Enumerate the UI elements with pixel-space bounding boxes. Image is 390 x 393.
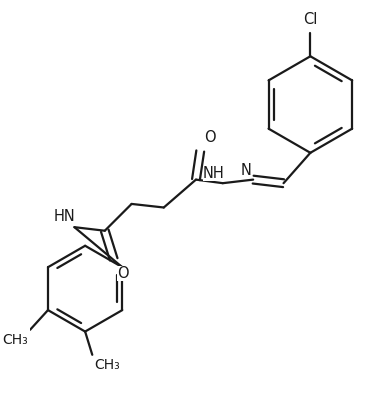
Text: CH₃: CH₃ [3, 332, 28, 347]
Text: O: O [117, 266, 129, 281]
Text: O: O [204, 130, 215, 145]
Text: CH₃: CH₃ [94, 358, 120, 372]
Text: Cl: Cl [303, 12, 317, 27]
Text: NH: NH [203, 166, 225, 182]
Text: HN: HN [53, 209, 75, 224]
Text: N: N [241, 163, 252, 178]
